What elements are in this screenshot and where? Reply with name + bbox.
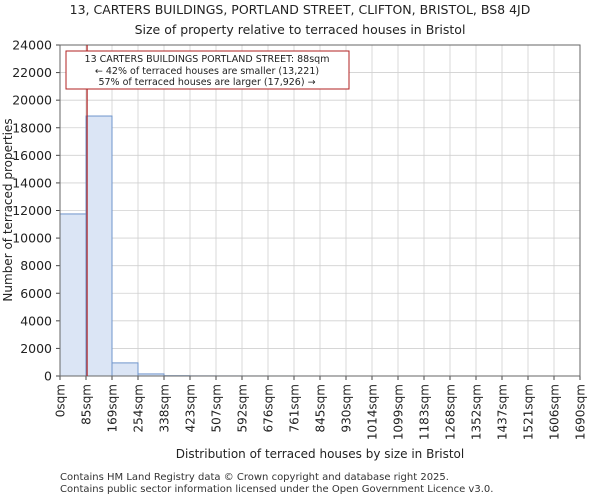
x-axis-ticks: 0sqm 85sqm 169sqm 254sqm 338sqm 423sqm 507sqm 5… <box>54 376 588 440</box>
y-axis-label: Number of terraced properties <box>1 118 15 301</box>
footer-copyright: Contains HM Land Registry data © Crown c… <box>60 472 449 483</box>
plot-frame <box>59 44 581 377</box>
y-tick-label: 10000 <box>12 231 52 246</box>
x-tick-label: 761sqm <box>288 384 302 432</box>
y-tick-label: 12000 <box>12 203 52 218</box>
y-tick-label: 20000 <box>12 93 52 108</box>
chart-title: 13, CARTERS BUILDINGS, PORTLAND STREET, … <box>70 2 531 17</box>
annotation-line-1: 13 CARTERS BUILDINGS PORTLAND STREET: 88… <box>85 54 330 65</box>
x-tick-label: 1183sqm <box>418 384 432 440</box>
x-tick-label: 592sqm <box>236 384 250 432</box>
x-tick-label: 1268sqm <box>444 384 458 440</box>
x-tick-label: 930sqm <box>340 384 354 432</box>
x-axis-label: Distribution of terraced houses by size … <box>176 447 464 461</box>
x-tick-label: 507sqm <box>210 384 224 432</box>
bars <box>59 115 347 377</box>
y-tick-label: 14000 <box>12 175 52 190</box>
x-tick-label: 1437sqm <box>496 384 510 440</box>
y-tick-label: 8000 <box>20 258 52 273</box>
y-tick-label: 6000 <box>20 286 52 301</box>
x-tick-label: 254sqm <box>132 384 146 432</box>
histogram-bar <box>85 115 113 377</box>
chart-subtitle: Size of property relative to terraced ho… <box>135 22 466 37</box>
annotation-box: 13 CARTERS BUILDINGS PORTLAND STREET: 88… <box>65 50 350 90</box>
y-tick-label: 18000 <box>12 120 52 135</box>
y-tick-label: 16000 <box>12 148 52 163</box>
x-tick-label: 85sqm <box>80 384 94 425</box>
footer-licence: Contains public sector information licen… <box>60 484 494 495</box>
x-tick-label: 676sqm <box>262 384 276 432</box>
x-tick-label: 1352sqm <box>470 384 484 440</box>
y-tick-label: 0 <box>44 369 52 384</box>
annotation-line-2: ← 42% of terraced houses are smaller (13… <box>95 66 319 77</box>
x-tick-label: 845sqm <box>314 384 328 432</box>
x-tick-label: 1690sqm <box>574 384 588 440</box>
x-tick-label: 0sqm <box>54 384 68 417</box>
x-tick-label: 1014sqm <box>366 384 380 440</box>
y-tick-label: 24000 <box>12 38 52 53</box>
y-tick-label: 22000 <box>12 65 52 80</box>
grid <box>59 44 581 377</box>
x-tick-label: 169sqm <box>106 384 120 432</box>
histogram-bar <box>111 362 139 377</box>
y-tick-label: 2000 <box>20 341 52 356</box>
x-tick-label: 1606sqm <box>548 384 562 440</box>
x-tick-label: 1099sqm <box>392 384 406 440</box>
annotation-frame <box>65 50 350 90</box>
x-tick-label: 1521sqm <box>522 384 536 440</box>
y-axis-ticks: 0 2000 4000 6000 8000 10000 12000 14000 16000 180… <box>12 38 60 384</box>
y-tick-label: 4000 <box>20 313 52 328</box>
x-tick-label: 423sqm <box>184 384 198 432</box>
x-tick-label: 338sqm <box>158 384 172 432</box>
annotation-line-3: 57% of terraced houses are larger (17,92… <box>98 77 315 88</box>
histogram-bar <box>59 213 87 377</box>
